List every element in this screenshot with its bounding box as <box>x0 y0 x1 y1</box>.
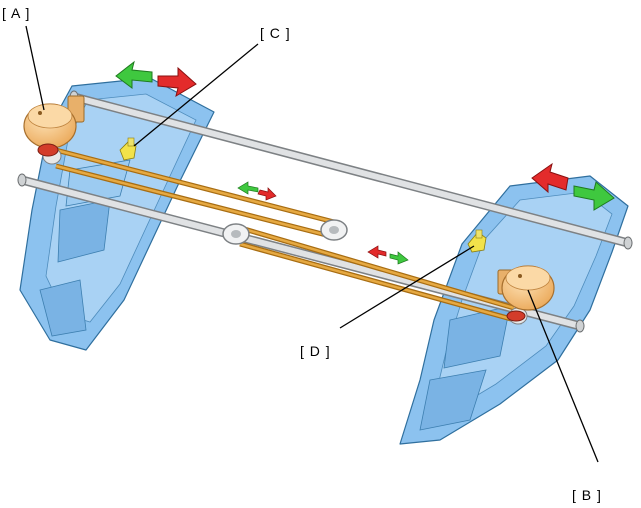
arrow-green-small-lower <box>389 251 409 265</box>
arrows-right-fence <box>531 162 615 211</box>
callout-b-label: [ B ] <box>572 487 602 503</box>
leader-c <box>133 43 259 147</box>
arrows-belt-lower <box>367 245 409 265</box>
arrow-red-small-lower <box>367 245 387 259</box>
arrow-red-small-upper <box>257 187 277 201</box>
leader-d <box>339 245 475 329</box>
motor-a <box>23 95 85 157</box>
callout-c-label: [ C ] <box>260 25 291 41</box>
leader-a <box>25 25 45 111</box>
motor-b <box>497 265 555 322</box>
arrows-left-fence <box>115 60 197 98</box>
arrows-belt-upper <box>237 181 277 201</box>
arrow-green-small-upper <box>237 181 259 195</box>
sensor-c <box>119 137 137 161</box>
leader-b <box>527 289 599 463</box>
arrow-green-left <box>115 60 153 89</box>
arrow-green-right <box>573 181 615 211</box>
callout-a-label: [ A ] <box>2 5 30 21</box>
drive-belts <box>47 145 523 325</box>
arrow-red-left <box>531 162 569 194</box>
callout-d-label: [ D ] <box>300 343 331 359</box>
leader-lines <box>25 25 599 463</box>
arrow-red-right <box>157 66 197 98</box>
